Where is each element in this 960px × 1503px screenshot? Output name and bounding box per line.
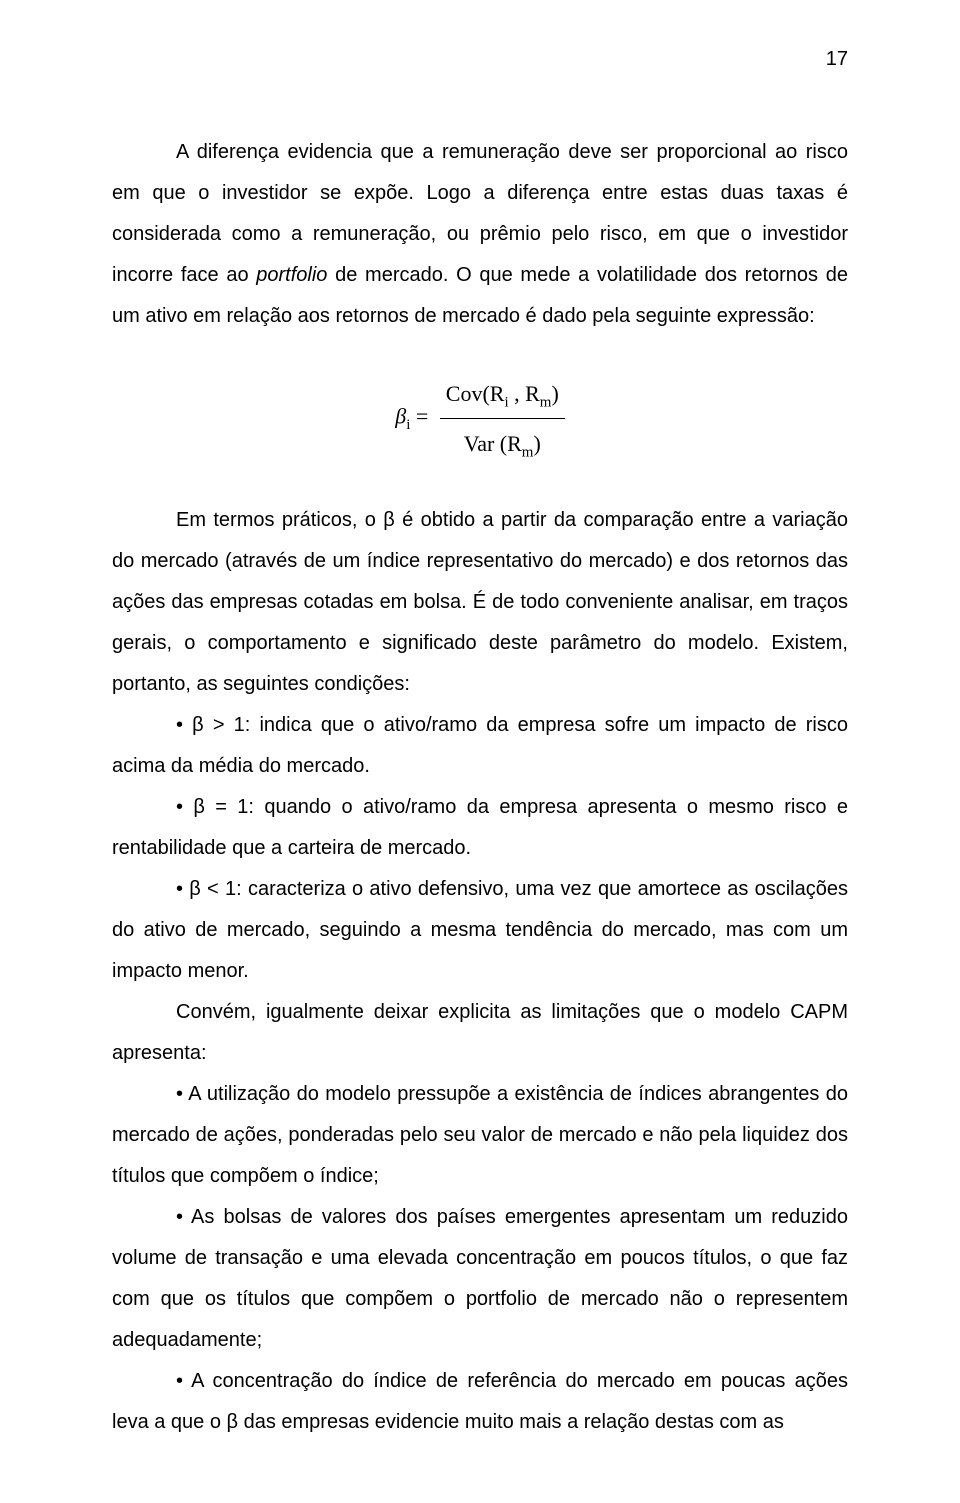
bullet-2: • β = 1: quando o ativo/ramo da empresa … — [112, 787, 848, 869]
den-b: ) — [533, 431, 540, 456]
bullet-2-text: • β = 1: quando o ativo/ramo da empresa … — [112, 796, 848, 859]
bullet-1-text: • β > 1: indica que o ativo/ramo da empr… — [112, 714, 848, 777]
paragraph-2: Em termos práticos, o β é obtido a parti… — [112, 500, 848, 705]
den-a: Var (R — [464, 431, 522, 456]
bullet-1: • β > 1: indica que o ativo/ramo da empr… — [112, 705, 848, 787]
formula-numerator: Cov(Ri , Rm) — [440, 371, 565, 419]
formula-denominator: Var (Rm) — [440, 419, 565, 466]
bullet-5: • As bolsas de valores dos países emerge… — [112, 1197, 848, 1361]
den-sub: m — [522, 444, 534, 460]
formula-equals: = — [410, 404, 433, 429]
bullet-5-text: • As bolsas de valores dos países emerge… — [112, 1206, 848, 1351]
num-sub2: m — [540, 394, 552, 410]
page-number: 17 — [826, 48, 848, 71]
num-a: Cov(R — [446, 381, 505, 406]
paragraph-3: Convém, igualmente deixar explicita as l… — [112, 992, 848, 1074]
num-b: , R — [509, 381, 540, 406]
page-container: 17 A diferença evidencia que a remuneraç… — [0, 0, 960, 1503]
num-c: ) — [551, 381, 558, 406]
body-text: A diferença evidencia que a remuneração … — [112, 132, 848, 1443]
bullet-3: • β < 1: caracteriza o ativo defensivo, … — [112, 869, 848, 992]
bullet-3-text: • β < 1: caracteriza o ativo defensivo, … — [112, 878, 848, 982]
formula-fraction: Cov(Ri , Rm) Var (Rm) — [440, 371, 565, 466]
paragraph-1: A diferença evidencia que a remuneração … — [112, 132, 848, 337]
beta-formula: βi = Cov(Ri , Rm) Var (Rm) — [112, 371, 848, 466]
bullet-6-text: • A concentração do índice de referência… — [112, 1370, 848, 1433]
bullet-4-text: • A utilização do modelo pressupõe a exi… — [112, 1083, 848, 1187]
formula-beta: β — [395, 404, 406, 429]
bullet-4: • A utilização do modelo pressupõe a exi… — [112, 1074, 848, 1197]
p1-italic-portfolio: portfolio — [256, 264, 327, 286]
bullet-6: • A concentração do índice de referência… — [112, 1361, 848, 1443]
